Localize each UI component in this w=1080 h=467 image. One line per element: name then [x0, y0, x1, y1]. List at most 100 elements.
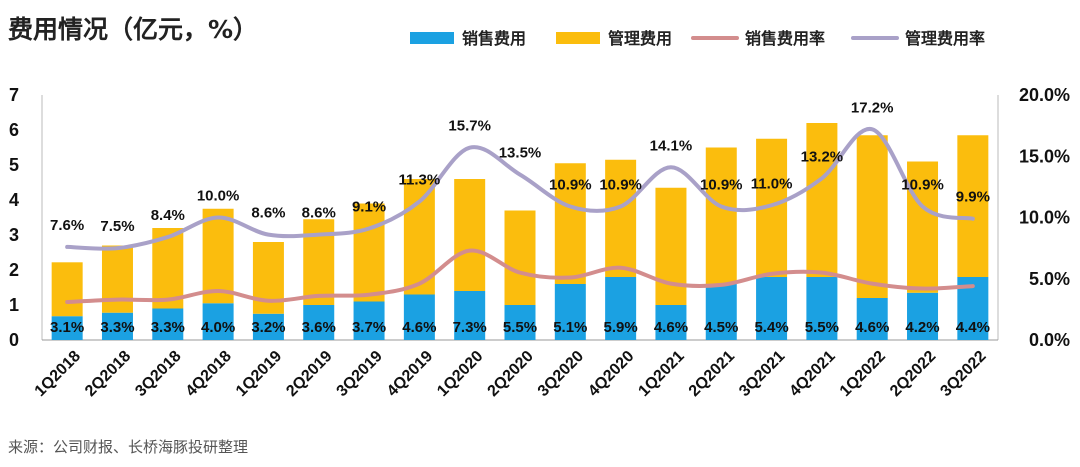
bar-sales-expense [152, 308, 184, 340]
bar-admin-expense [51, 262, 83, 317]
bar-admin-expense [454, 179, 486, 291]
bar-sales-expense [756, 277, 788, 340]
category-label: 3Q2022 [937, 348, 989, 400]
legend-swatch [556, 32, 600, 44]
sales-rate-label: 3.3% [151, 319, 185, 336]
category-label: 1Q2019 [233, 348, 285, 400]
admin-rate-label: 15.7% [448, 118, 491, 135]
admin-rate-label: 11.0% [751, 175, 793, 192]
admin-rate-label: 17.2% [851, 99, 894, 116]
bar-admin-expense [856, 135, 888, 298]
sales-rate-label: 5.9% [604, 319, 638, 336]
sales-rate-label: 3.1% [50, 319, 84, 336]
source-note: 来源：公司财报、长桥海豚投研整理 [8, 438, 248, 456]
y-left-tick-label: 4 [9, 190, 19, 210]
category-label: 1Q2021 [635, 348, 687, 400]
admin-rate-label: 9.9% [956, 189, 990, 206]
bar-sales-expense [605, 277, 637, 340]
bar-sales-expense [504, 305, 536, 340]
y-left-tick-label: 7 [9, 85, 19, 105]
bar-admin-expense [957, 135, 989, 277]
bar-sales-expense [353, 301, 385, 340]
bar-admin-expense [705, 147, 737, 284]
category-label: 2Q2021 [686, 348, 738, 400]
category-label: 4Q2020 [585, 348, 637, 400]
sales-rate-label: 7.3% [453, 319, 487, 336]
bar-sales-expense [252, 313, 284, 340]
y-right-tick-label: 5.0% [1029, 269, 1070, 289]
line-sales-rate [65, 248, 975, 305]
y-right-tick-label: 0.0% [1029, 330, 1070, 350]
bar-admin-expense [806, 123, 838, 277]
bars [51, 123, 989, 340]
bar-sales-expense [705, 284, 737, 340]
y-right-tick-label: 20.0% [1019, 85, 1070, 105]
admin-rate-label: 9.1% [352, 199, 386, 216]
admin-rate-label: 8.6% [302, 205, 336, 222]
sales-rate-label: 3.3% [100, 319, 134, 336]
admin-rate-label: 11.3% [399, 172, 441, 189]
sales-rate-label: 5.1% [553, 319, 587, 336]
admin-rate-label: 10.9% [901, 176, 944, 193]
bar-admin-expense [907, 161, 939, 293]
legend-swatch [410, 32, 454, 44]
bar-sales-expense [403, 294, 435, 340]
chart-title: 费用情况（亿元，%） [8, 15, 258, 44]
category-label: 2Q2022 [887, 348, 939, 400]
category-label: 3Q2019 [334, 348, 386, 400]
legend-label: 销售费用 [462, 29, 526, 48]
bar-admin-expense [655, 187, 687, 305]
bar-sales-expense [101, 312, 133, 340]
category-label: 2Q2018 [82, 348, 134, 400]
category-label: 3Q2021 [736, 348, 788, 400]
y-left-tick-label: 3 [9, 225, 19, 245]
sales-rate-label: 3.6% [302, 319, 336, 336]
sales-rate-label: 5.5% [805, 319, 839, 336]
category-label: 2Q2020 [485, 348, 537, 400]
x-axis-labels: 1Q20182Q20183Q20184Q20181Q20192Q20193Q20… [32, 348, 990, 400]
admin-rate-label: 10.9% [700, 176, 743, 193]
y-left-tick-label: 1 [9, 295, 19, 315]
admin-rate-label: 10.9% [599, 176, 642, 193]
legend-label: 销售费用率 [745, 29, 825, 48]
bar-admin-expense [605, 159, 637, 277]
legend-label: 管理费用率 [905, 29, 985, 48]
bar-sales-expense [655, 305, 687, 340]
y-left-tick-label: 2 [9, 260, 19, 280]
sales-rate-label: 4.6% [654, 319, 688, 336]
bar-admin-expense [353, 203, 385, 302]
admin-rate-label: 13.5% [499, 145, 542, 162]
sales-rate-label: 4.6% [855, 319, 889, 336]
bar-admin-expense [202, 208, 234, 304]
y-left-tick-label: 5 [9, 155, 19, 175]
bar-sales-expense [856, 298, 888, 340]
admin-rate-label: 10.0% [197, 188, 240, 205]
bar-sales-expense [202, 303, 234, 340]
category-label: 4Q2018 [183, 348, 235, 400]
category-label: 4Q2021 [786, 348, 838, 400]
admin-rate-label: 13.2% [801, 148, 844, 165]
category-label: 1Q2020 [434, 348, 486, 400]
sales-rate-label: 3.7% [352, 319, 386, 336]
y-left-tick-label: 0 [9, 330, 19, 350]
bar-sales-expense [303, 305, 335, 340]
y-right-tick-label: 10.0% [1019, 208, 1070, 228]
admin-rate-label: 7.5% [100, 218, 134, 235]
data-labels: 3.1% 3.3% 3.3% 4.0% 3.2% 3.6% 3.7% 4.6% 7.3% 5.5%… [50, 99, 990, 336]
bar-admin-expense [252, 242, 284, 314]
admin-rate-label: 10.9% [549, 176, 592, 193]
legend: 销售费用 管理费用 销售费用率 管理费用率 [410, 29, 985, 48]
admin-rate-label: 8.6% [251, 205, 285, 222]
admin-rate-label: 14.1% [650, 137, 693, 154]
sales-rate-label: 5.5% [503, 319, 537, 336]
sales-rate-label: 4.5% [704, 319, 738, 336]
bar-admin-expense [504, 210, 536, 305]
category-label: 1Q2018 [32, 348, 84, 400]
rate-lines [65, 127, 975, 305]
sales-rate-label: 4.2% [905, 319, 939, 336]
line-admin-rate [65, 127, 975, 251]
bar-sales-expense [554, 284, 586, 340]
sales-rate-label: 5.4% [754, 319, 788, 336]
bar-sales-expense [454, 291, 486, 340]
